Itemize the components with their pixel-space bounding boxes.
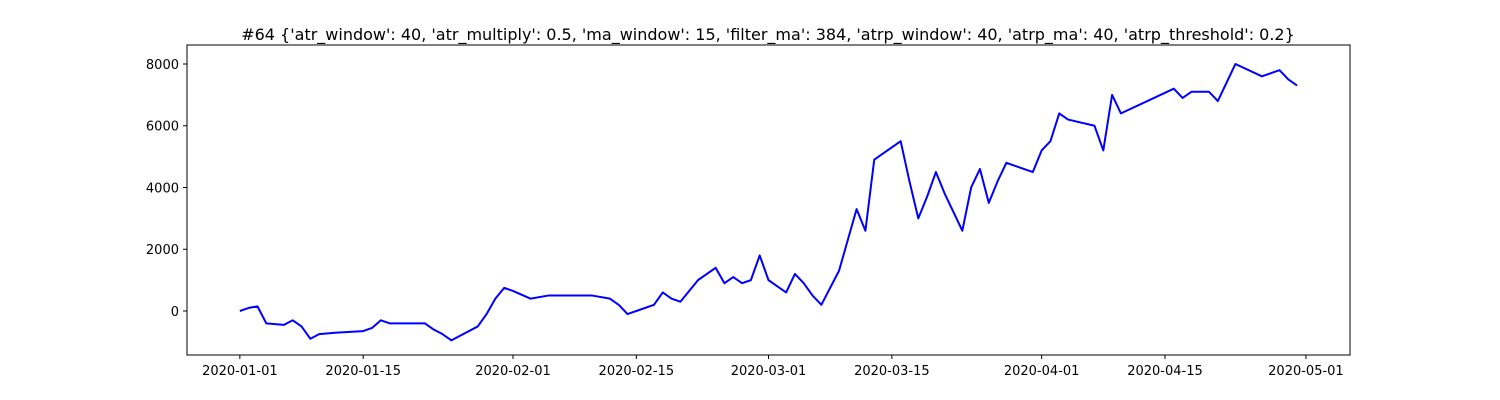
x-tick-label: 2020-03-01	[731, 364, 807, 379]
y-tick-label: 8000	[146, 58, 179, 73]
x-tick-label: 2020-04-15	[1127, 364, 1203, 379]
y-tick-label: 0	[171, 305, 179, 320]
y-tick-label: 2000	[146, 243, 179, 258]
x-tick-label: 2020-02-01	[475, 364, 551, 379]
y-tick-label: 4000	[146, 181, 179, 196]
x-tick-label: 2020-01-15	[325, 364, 401, 379]
plot-frame	[186, 44, 1351, 356]
line	[239, 62, 1298, 342]
chart-title: #64 {'atr_window': 40, 'atr_multiply': 0…	[241, 25, 1295, 45]
x-tick-label: 2020-04-01	[1004, 364, 1080, 379]
x-tick-label: 2020-01-01	[202, 364, 278, 379]
x-tick-label: 2020-05-01	[1268, 364, 1344, 379]
y-tick-label: 6000	[146, 120, 179, 135]
x-tick-label: 2020-03-15	[854, 364, 930, 379]
x-tick-label: 2020-02-15	[599, 364, 675, 379]
